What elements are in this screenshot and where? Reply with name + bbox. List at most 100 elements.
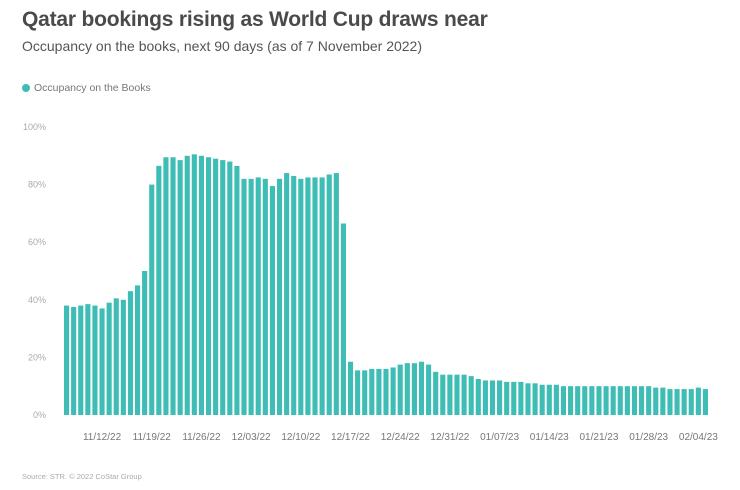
bar bbox=[163, 157, 169, 416]
x-tick-label: 11/12/22 bbox=[83, 432, 122, 443]
bar bbox=[134, 285, 141, 415]
x-tick-label: 12/31/22 bbox=[430, 432, 469, 443]
bar bbox=[234, 165, 240, 415]
bar bbox=[85, 304, 91, 415]
bar bbox=[106, 302, 112, 415]
bar bbox=[362, 370, 368, 415]
bar bbox=[149, 184, 155, 415]
bar bbox=[184, 155, 190, 416]
bar bbox=[92, 305, 98, 415]
bar bbox=[596, 386, 602, 415]
bar bbox=[546, 384, 552, 415]
y-tick-label: 0% bbox=[33, 410, 46, 420]
bar bbox=[269, 186, 275, 415]
bar bbox=[284, 173, 290, 415]
bar bbox=[518, 381, 524, 415]
bar bbox=[617, 386, 623, 415]
bars bbox=[64, 154, 709, 416]
bar bbox=[205, 157, 212, 416]
bar bbox=[340, 223, 346, 415]
bar bbox=[142, 271, 148, 415]
bar bbox=[504, 381, 510, 415]
bar bbox=[482, 380, 488, 415]
bar bbox=[78, 305, 84, 415]
bar bbox=[511, 381, 517, 415]
y-tick-label: 100% bbox=[23, 122, 46, 132]
bar bbox=[390, 367, 396, 415]
bar bbox=[582, 386, 588, 415]
bar bbox=[120, 299, 126, 415]
bar bbox=[468, 376, 474, 415]
bar bbox=[646, 386, 652, 415]
y-tick-label: 40% bbox=[28, 295, 46, 305]
bar bbox=[589, 386, 595, 415]
bar bbox=[71, 307, 77, 415]
bar bbox=[255, 177, 261, 415]
bar bbox=[560, 386, 567, 415]
bar bbox=[312, 177, 318, 415]
bar bbox=[213, 158, 219, 415]
y-axis: 0% 20% 40% 60% 80% 100% bbox=[23, 122, 46, 420]
bar bbox=[475, 379, 481, 415]
bar bbox=[681, 389, 687, 415]
x-tick-label: 12/10/22 bbox=[281, 432, 320, 443]
bar bbox=[624, 386, 630, 415]
bar bbox=[433, 371, 439, 415]
x-tick-label: 01/21/23 bbox=[580, 432, 619, 443]
bar bbox=[418, 361, 425, 415]
y-tick-label: 20% bbox=[28, 352, 46, 362]
bar bbox=[440, 374, 446, 415]
bar bbox=[639, 386, 645, 415]
x-tick-label: 12/24/22 bbox=[381, 432, 420, 443]
bar bbox=[631, 386, 638, 415]
y-tick-label: 60% bbox=[28, 237, 46, 247]
bar bbox=[262, 178, 268, 415]
bar bbox=[568, 386, 574, 415]
bar bbox=[333, 173, 339, 415]
bar bbox=[319, 177, 325, 415]
bar bbox=[688, 389, 694, 415]
bar bbox=[276, 178, 283, 415]
bar bbox=[113, 298, 119, 415]
bar bbox=[305, 177, 311, 415]
bar bbox=[291, 175, 297, 415]
bar bbox=[603, 386, 609, 415]
bar bbox=[553, 384, 559, 415]
bar bbox=[355, 370, 361, 415]
legend-label: Occupancy on the Books bbox=[34, 82, 151, 94]
bar bbox=[532, 383, 538, 415]
bar bbox=[653, 387, 659, 415]
bar bbox=[695, 387, 701, 415]
bar bbox=[326, 174, 332, 415]
x-tick-label: 02/04/23 bbox=[679, 432, 718, 443]
bar bbox=[99, 308, 105, 415]
bar bbox=[397, 364, 403, 415]
bar bbox=[191, 154, 197, 416]
bar bbox=[702, 389, 709, 415]
bar bbox=[177, 160, 183, 415]
bar bbox=[369, 368, 375, 415]
bar bbox=[411, 363, 417, 415]
bar bbox=[376, 368, 382, 415]
bar bbox=[170, 157, 176, 416]
bar bbox=[539, 384, 545, 415]
bar bbox=[227, 161, 233, 415]
bar bbox=[298, 178, 304, 415]
bar bbox=[674, 389, 680, 415]
bar bbox=[575, 386, 581, 415]
bar bbox=[347, 361, 354, 415]
source-note: Source: STR. © 2022 CoStar Group bbox=[22, 472, 142, 481]
bar bbox=[64, 305, 70, 415]
x-tick-label: 01/07/23 bbox=[480, 432, 519, 443]
bar bbox=[454, 374, 460, 415]
bar bbox=[383, 368, 389, 415]
x-tick-label: 01/14/23 bbox=[530, 432, 569, 443]
x-tick-label: 01/28/23 bbox=[629, 432, 668, 443]
x-tick-label: 11/19/22 bbox=[133, 432, 172, 443]
y-tick-label: 80% bbox=[28, 180, 46, 190]
bar bbox=[489, 380, 496, 415]
x-axis: 11/12/22 11/19/22 11/26/22 12/03/22 12/10/22… bbox=[83, 432, 718, 443]
bar bbox=[667, 389, 673, 415]
bar bbox=[248, 178, 254, 415]
